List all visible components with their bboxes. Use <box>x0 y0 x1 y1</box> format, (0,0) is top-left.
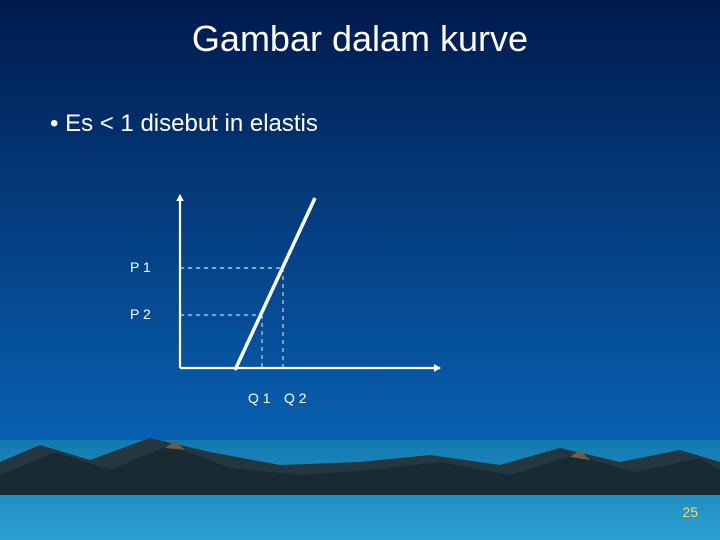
label-p1: P 1 <box>130 259 151 275</box>
label-q2: Q 2 <box>284 390 307 406</box>
label-p2: P 2 <box>130 306 151 322</box>
slide: Gambar dalam kurve • Es < 1 disebut in e… <box>0 0 720 540</box>
chart-plot <box>0 0 720 540</box>
label-q1: Q 1 <box>248 390 271 406</box>
page-number: 25 <box>682 504 698 520</box>
